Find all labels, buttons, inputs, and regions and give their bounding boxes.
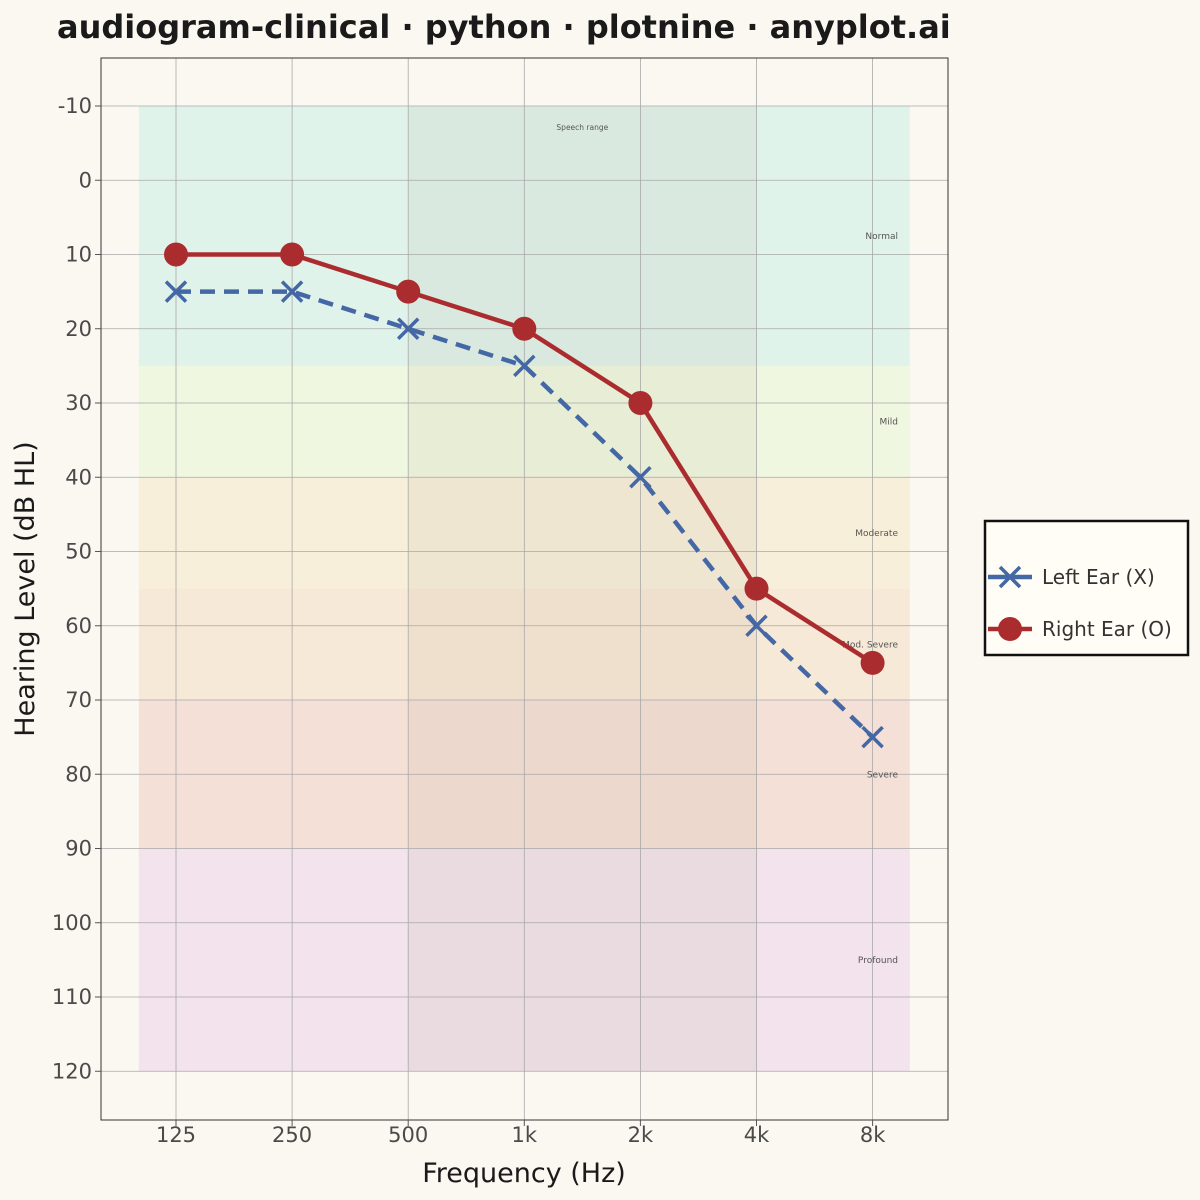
band-label-normal: Normal bbox=[865, 232, 898, 242]
band-label-mod-severe: Mod. Severe bbox=[842, 640, 898, 650]
data-point-left-ear-x bbox=[629, 466, 652, 489]
legend: Left Ear (X) Right Ear (O) bbox=[983, 519, 1190, 657]
marker-stroke bbox=[629, 466, 652, 489]
data-point-left-ear-x bbox=[164, 280, 188, 303]
data-point-right-ear-o bbox=[744, 576, 769, 601]
band-label-moderate: Moderate bbox=[855, 529, 898, 539]
legend-item-right-ear-o: Right Ear (O) bbox=[988, 617, 1172, 641]
speech-range-rect bbox=[408, 106, 757, 1072]
series-left-ear-x bbox=[164, 280, 884, 749]
speech-range-label: Speech range bbox=[556, 123, 608, 132]
y-tick-label: 40 bbox=[65, 465, 92, 489]
y-tick-label: 70 bbox=[65, 688, 92, 712]
y-tick-label: 10 bbox=[65, 243, 92, 267]
y-tick-label: 20 bbox=[65, 317, 92, 341]
x-tick-label: 1k bbox=[512, 1123, 538, 1147]
legend-items: Left Ear (X) Right Ear (O) bbox=[988, 565, 1172, 641]
data-point-left-ear-x bbox=[861, 725, 884, 749]
y-tick-label: 110 bbox=[52, 985, 92, 1009]
marker-stroke bbox=[164, 280, 188, 303]
marker-stroke bbox=[998, 565, 1022, 589]
band-label-profound: Profound bbox=[858, 956, 898, 966]
y-tick-label: 30 bbox=[65, 391, 92, 415]
data-point-left-ear-x bbox=[513, 354, 536, 378]
data-series bbox=[164, 242, 885, 749]
marker-stroke bbox=[861, 725, 884, 749]
data-point-right-ear-o bbox=[164, 242, 188, 267]
y-tick-label: 60 bbox=[65, 614, 92, 638]
band-label-severe: Severe bbox=[867, 770, 899, 780]
data-point-right-ear-o bbox=[512, 316, 537, 341]
legend-marker bbox=[998, 565, 1022, 589]
x-tick-label: 4k bbox=[744, 1123, 770, 1147]
data-point-left-ear-x bbox=[396, 317, 420, 340]
chart-title: audiogram-clinical · python · plotnine ·… bbox=[57, 8, 951, 46]
x-tick-label: 125 bbox=[156, 1123, 196, 1147]
marker-stroke bbox=[396, 317, 420, 340]
y-tick-label: 120 bbox=[52, 1059, 92, 1083]
y-axis-ticks: -10 0 10 20 30 40 50 60 70 80 90 100 110 120 bbox=[52, 94, 101, 1083]
data-point-left-ear-x bbox=[745, 614, 768, 637]
legend-marker bbox=[998, 617, 1022, 641]
legend-label: Right Ear (O) bbox=[1042, 617, 1172, 641]
y-tick-label: 0 bbox=[79, 168, 92, 192]
y-tick-label: 100 bbox=[52, 911, 92, 935]
x-tick-label: 250 bbox=[272, 1123, 312, 1147]
x-tick-label: 500 bbox=[388, 1123, 428, 1147]
x-axis-ticks: 125 250 500 1k 2k 4k 8k bbox=[156, 1120, 886, 1147]
y-tick-label: 50 bbox=[65, 540, 92, 564]
legend-label: Left Ear (X) bbox=[1042, 565, 1155, 589]
y-tick-label: 80 bbox=[65, 762, 92, 786]
x-tick-label: 8k bbox=[860, 1123, 886, 1147]
y-axis-title: Hearing Level (dB HL) bbox=[10, 441, 41, 736]
legend-item-left-ear-x: Left Ear (X) bbox=[988, 565, 1155, 589]
data-point-right-ear-o bbox=[396, 279, 421, 304]
band-label-mild: Mild bbox=[880, 418, 898, 428]
x-tick-label: 2k bbox=[628, 1123, 654, 1147]
data-point-left-ear-x bbox=[280, 280, 304, 303]
x-axis-title: Frequency (Hz) bbox=[422, 1158, 626, 1189]
data-point-right-ear-o bbox=[628, 391, 653, 415]
y-tick-label: -10 bbox=[58, 94, 92, 118]
data-point-right-ear-o bbox=[280, 242, 305, 267]
speech-range-band: Speech range bbox=[408, 106, 757, 1072]
marker-stroke bbox=[513, 354, 536, 378]
marker-stroke bbox=[280, 280, 304, 303]
y-tick-label: 90 bbox=[65, 837, 92, 861]
marker-stroke bbox=[745, 614, 768, 637]
series-right-ear-o bbox=[164, 242, 885, 675]
data-point-right-ear-o bbox=[860, 650, 885, 675]
severity-band-labels: Normal Mild Moderate Mod. Severe Severe Profo… bbox=[842, 232, 898, 966]
